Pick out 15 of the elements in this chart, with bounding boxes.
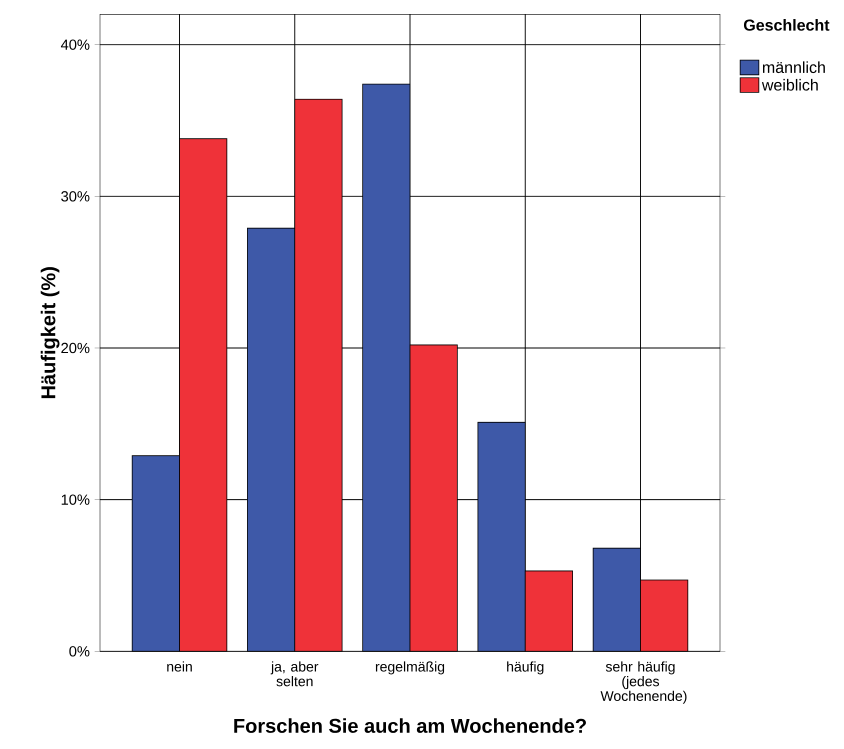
y-tick-label: 10% [62, 494, 90, 505]
legend-title: Geschlecht [744, 18, 830, 31]
y-tick-label: 40% [60, 39, 90, 50]
y-tick-label: 0% [69, 646, 90, 656]
x-tick-label: nein [167, 661, 192, 672]
x-tick-label: sehr häufig (jedes Wochenende) [600, 661, 687, 704]
x-tick-label: regelmäßig [376, 661, 444, 674]
y-tick-label: 20% [61, 342, 90, 354]
y-axis-title: Häufigkeit (%) [40, 267, 60, 398]
legend-label: weiblich [762, 78, 818, 91]
x-tick-label: häufig [507, 661, 544, 674]
legend-label: männlich [762, 61, 825, 73]
y-tick-label: 30% [61, 190, 90, 202]
x-axis-title: Forschen Sie auch am Wochenende? [234, 718, 586, 733]
x-tick-label: ja, aber selten [270, 661, 318, 686]
